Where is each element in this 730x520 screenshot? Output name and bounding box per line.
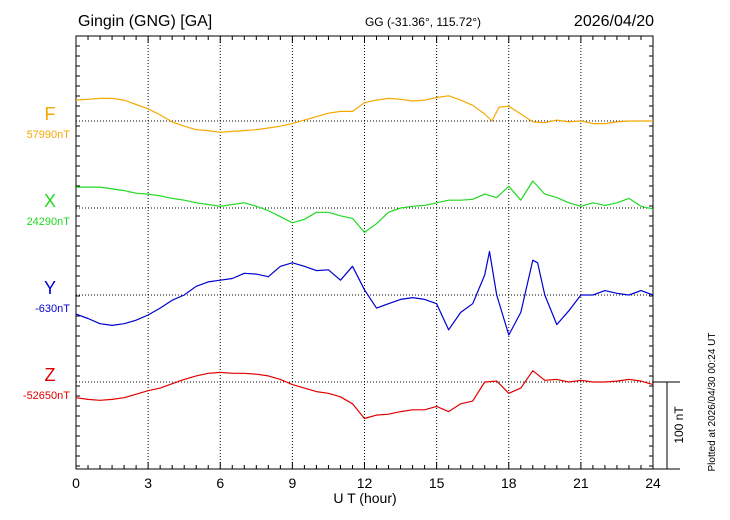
series-baseline-y: -630nT [35,303,70,315]
series-line-y [75,250,654,336]
x-tick-label: 21 [573,475,589,491]
series-lines [75,95,654,420]
series-name-x: X [44,191,56,211]
coords-label: GG (-31.36°, 115.72°) [365,15,481,29]
series-baseline-x: 24290nT [27,216,71,228]
series-name-y: Y [44,278,56,298]
baselines [76,120,653,383]
series-labels: F 57990nT X 24290nT Y -630nT Z -52650nT [23,104,70,402]
station-title: Gingin (GNG) [GA] [78,13,212,30]
series-line-z [75,370,654,420]
x-tick-label: 24 [645,475,661,491]
x-tick-label: 0 [72,475,80,491]
scale-bar [653,381,680,470]
x-tick-label: 18 [501,475,517,491]
plotted-note: Plotted at 2026/04/30 00:24 UT [707,333,718,472]
x-tick-label: 15 [429,475,445,491]
series-line-x [76,180,654,233]
series-name-z: Z [45,365,56,385]
frame-ticks [75,35,654,469]
series-baseline-z: -52650nT [23,390,70,402]
x-tick-label: 3 [144,475,152,491]
vertical-grid [147,36,582,469]
scale-bar-label: 100 nT [672,406,686,444]
series-name-f: F [45,104,56,124]
series-baseline-f: 57990nT [27,129,71,141]
x-tick-labels: 0 3 6 9 12 15 18 21 24 [72,475,661,491]
date-label: 2026/04/20 [574,13,654,30]
x-axis-label: U T (hour) [333,490,396,506]
x-tick-label: 9 [288,475,296,491]
series-line-f [75,95,653,133]
x-tick-label: 6 [216,475,224,491]
x-tick-label: 12 [357,475,373,491]
